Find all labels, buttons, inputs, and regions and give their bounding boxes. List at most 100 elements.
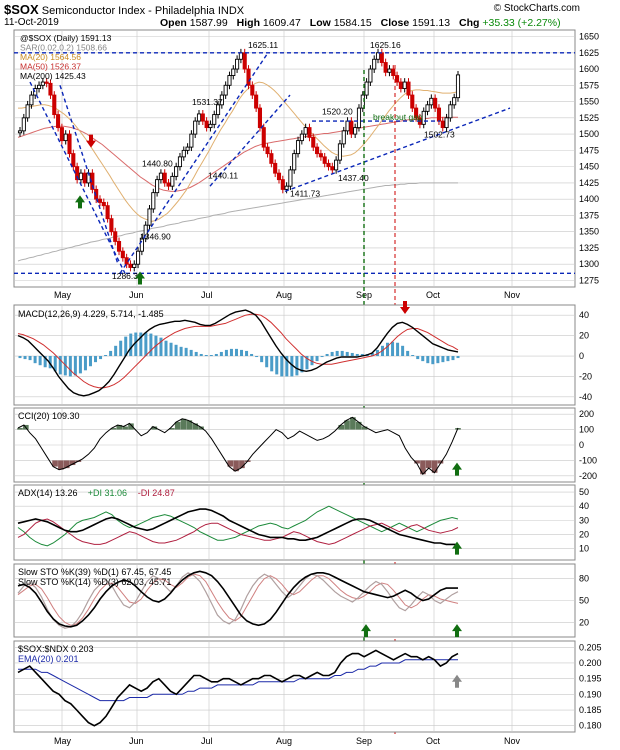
candle-body xyxy=(379,52,384,63)
y-tick-label: 1400 xyxy=(579,194,599,204)
macd-histogram-bar xyxy=(335,350,339,357)
y-tick-label: 40 xyxy=(579,501,589,511)
y-tick-label: 100 xyxy=(579,425,594,435)
macd-histogram-bar xyxy=(310,356,314,366)
candle-body xyxy=(136,250,141,265)
y-tick-label: 20 xyxy=(579,617,589,627)
cci-overbought-fill xyxy=(128,423,134,430)
candle-body xyxy=(292,153,297,171)
cci-overbought-fill xyxy=(355,421,362,430)
candle-body xyxy=(29,94,34,106)
macd-histogram-bar xyxy=(199,353,203,357)
candle-body xyxy=(246,68,251,86)
price-annotation: 1411.73 xyxy=(290,189,320,199)
macd-histogram-bar xyxy=(73,356,77,376)
adx-legend-item: -DI 24.87 xyxy=(138,488,175,498)
candle-body xyxy=(59,127,64,142)
x-tick-label: Nov xyxy=(504,736,521,746)
candle-body xyxy=(223,84,228,96)
cci-overbought-fill xyxy=(361,426,368,430)
candle-body xyxy=(299,133,304,142)
candle-body xyxy=(356,107,362,129)
macd-line xyxy=(17,309,459,397)
candle-body xyxy=(235,58,240,70)
stoch-k39-line xyxy=(17,570,458,628)
candle-body xyxy=(120,250,125,259)
macd-histogram-bar xyxy=(391,341,395,357)
macd-histogram-bar xyxy=(300,356,304,373)
macd-histogram-bar xyxy=(179,346,183,357)
macd-histogram-bar xyxy=(189,349,193,357)
trend-line xyxy=(59,85,119,265)
macd-histogram-bar xyxy=(436,356,440,364)
x-tick-label: Aug xyxy=(276,290,292,300)
y-tick-label: 50 xyxy=(579,596,589,606)
macd-histogram-bar xyxy=(345,351,349,357)
macd-histogram-bar xyxy=(149,333,153,357)
candle-body xyxy=(40,81,45,86)
y-tick-label: 0.180 xyxy=(579,721,602,731)
candle-body xyxy=(177,156,183,168)
macd-histogram-bar xyxy=(320,356,324,358)
cci-oversold-fill xyxy=(63,460,70,469)
neutral-arrow-icon xyxy=(452,674,462,688)
candle-body xyxy=(368,68,373,83)
adx-legend-item: +DI 31.06 xyxy=(88,488,127,498)
macd-histogram-bar xyxy=(214,353,218,357)
cci-oversold-fill xyxy=(58,460,64,470)
y-tick-label: 1525 xyxy=(579,113,599,123)
candle-body xyxy=(63,133,68,142)
y-tick-label: 40 xyxy=(579,310,589,320)
macd-histogram-bar xyxy=(240,349,244,357)
candle-body xyxy=(147,208,152,226)
x-tick-label: Jun xyxy=(129,290,144,300)
candle-body xyxy=(48,82,53,96)
x-tick-label: May xyxy=(54,290,72,300)
y-tick-label: 1300 xyxy=(579,259,599,269)
y-tick-label: 0 xyxy=(579,351,584,361)
candle-body xyxy=(113,231,118,242)
candle-body xyxy=(295,140,301,155)
macd-histogram-bar xyxy=(23,356,27,360)
candle-body xyxy=(200,113,205,122)
candle-body xyxy=(410,94,415,109)
macd-histogram-bar xyxy=(250,353,254,357)
ma20-line xyxy=(18,81,459,222)
price-annotation: 1625.16 xyxy=(370,40,401,50)
chart-date: 11-Oct-2019 xyxy=(4,17,59,28)
macd-histogram-bar xyxy=(255,356,259,358)
macd-histogram-bar xyxy=(370,352,374,357)
x-tick-label: May xyxy=(54,736,72,746)
price-panel xyxy=(13,29,576,288)
candle-body xyxy=(452,97,457,106)
macd-signal-line xyxy=(17,313,459,389)
buy-arrow-icon xyxy=(75,195,85,209)
y-tick-label: 1475 xyxy=(579,145,599,155)
x-tick-label: Jul xyxy=(201,736,213,746)
candle-body xyxy=(315,146,320,155)
macd-histogram-bar xyxy=(129,333,133,357)
macd-histogram-bar xyxy=(360,353,364,357)
x-tick-label: Aug xyxy=(276,736,292,746)
candle-body xyxy=(349,120,354,135)
candle-body xyxy=(303,127,308,135)
candle-body xyxy=(25,104,30,119)
macd-histogram-bar xyxy=(53,356,57,372)
candle-body xyxy=(109,218,114,233)
y-tick-label: 0.200 xyxy=(579,658,602,668)
candle-body xyxy=(208,123,213,129)
stoch-legend-item: Slow STO %K(39) %D(1) 67.45, 67.45 xyxy=(18,567,171,577)
candle-body xyxy=(395,75,400,83)
y-tick-label: 50 xyxy=(579,487,589,497)
candle-body xyxy=(212,114,217,125)
y-tick-label: 1350 xyxy=(579,227,599,237)
macd-legend: MACD(12,26,9) 4.229, 5.714, -1.485 xyxy=(18,309,164,319)
cci-overbought-fill xyxy=(186,420,193,430)
x-tick-label: Nov xyxy=(504,290,521,300)
macd-histogram-bar xyxy=(234,348,238,357)
candle-body xyxy=(71,153,76,168)
candle-body xyxy=(139,237,144,252)
candle-body xyxy=(36,84,42,90)
candle-body xyxy=(318,153,323,158)
